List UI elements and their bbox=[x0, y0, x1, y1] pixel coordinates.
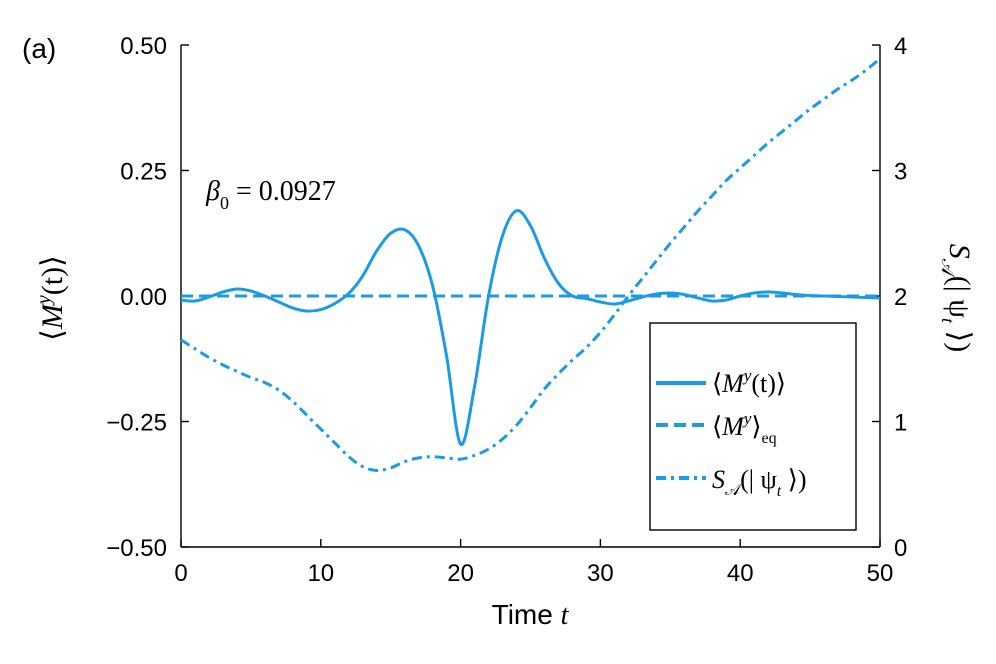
legend: ⟨My(t)⟩ ⟨My⟩eq S𝒜(| ψt ⟩) bbox=[649, 322, 857, 531]
x-tick-label: 10 bbox=[307, 560, 334, 587]
x-tick-labels: 0 10 20 30 40 50 bbox=[174, 560, 893, 587]
y-tick-label-right: 3 bbox=[894, 159, 907, 186]
y-tick-label-right: 1 bbox=[894, 410, 907, 437]
x-axis-label: Time t bbox=[492, 599, 570, 631]
x-tick-label: 20 bbox=[447, 560, 474, 587]
legend-label-entropy: S𝒜(| ψt ⟩) bbox=[712, 465, 807, 500]
legend-lines bbox=[656, 381, 706, 480]
legend-label-equilibrium: ⟨My⟩eq bbox=[712, 409, 777, 447]
y-tick-label-right: 4 bbox=[894, 33, 907, 60]
x-tick-label: 0 bbox=[174, 560, 187, 587]
y-tick-labels-left: −0.50 −0.25 0.00 0.25 0.50 bbox=[106, 33, 167, 562]
y-tick-label-left: 0.00 bbox=[120, 284, 167, 311]
x-tick-label: 50 bbox=[867, 560, 894, 587]
legend-label-magnetization: ⟨My(t)⟩ bbox=[712, 366, 786, 398]
line-magnetization bbox=[180, 209, 881, 446]
y-tick-label-left: 0.25 bbox=[120, 159, 167, 186]
x-tick-label: 30 bbox=[587, 560, 614, 587]
beta-annotation: β0 = 0.0927 bbox=[205, 176, 336, 213]
line-entropy bbox=[180, 57, 881, 472]
x-axis-label-text: Time bbox=[492, 599, 561, 630]
y-tick-label-left: −0.25 bbox=[106, 410, 167, 437]
x-tick-label: 40 bbox=[727, 560, 754, 587]
y-tick-label-left: −0.50 bbox=[106, 535, 167, 562]
y-tick-label-left: 0.50 bbox=[120, 33, 167, 60]
y-tick-label-right: 2 bbox=[894, 284, 907, 311]
y-tick-label-right: 0 bbox=[894, 535, 907, 562]
y-axis-label-right: S𝒜(| ψt ⟩) bbox=[938, 244, 976, 353]
y-axis-label-left: ⟨My(t)⟩ bbox=[33, 255, 69, 341]
series-layer bbox=[180, 57, 881, 472]
x-axis-label-var: t bbox=[561, 600, 570, 631]
y-tick-labels-right: 0 1 2 3 4 bbox=[894, 33, 907, 562]
panel-label: (a) bbox=[22, 33, 56, 64]
